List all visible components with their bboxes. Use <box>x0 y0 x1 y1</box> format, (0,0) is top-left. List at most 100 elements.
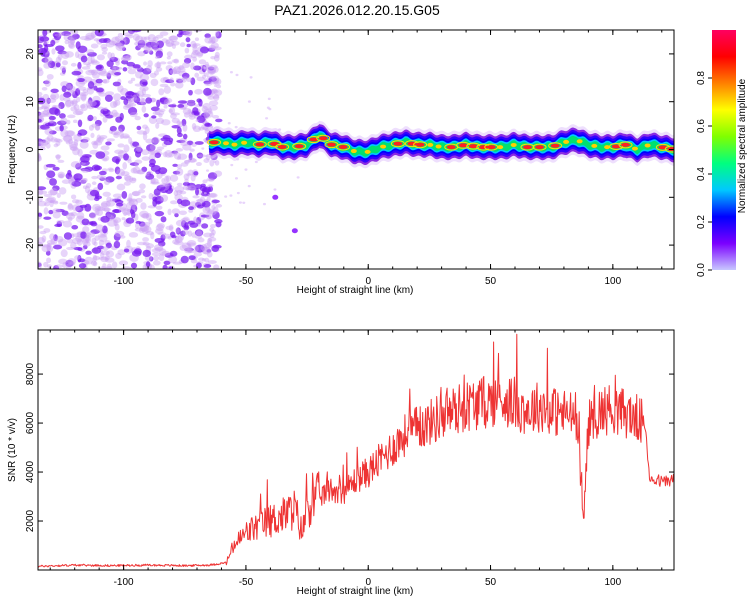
noise-blob <box>176 168 184 176</box>
noise-blob <box>98 38 108 44</box>
noise-blob <box>174 235 183 244</box>
noise-blob <box>92 141 99 149</box>
noise-blob <box>72 233 81 238</box>
colorbar-label: Normalized spectral amplitude <box>737 78 748 213</box>
noise-blob <box>127 80 133 84</box>
ridge-peak <box>510 142 517 147</box>
noise-blob <box>66 238 74 244</box>
noise-blob <box>194 88 203 95</box>
noise-blob <box>105 114 114 119</box>
noise-blob <box>135 35 144 44</box>
noise-blob <box>131 250 142 257</box>
noise-blob <box>162 264 168 269</box>
ridge-peak <box>407 141 417 146</box>
noise-blob <box>147 34 157 42</box>
noise-blob <box>55 264 64 269</box>
noise-blob <box>159 31 169 36</box>
noise-blob <box>134 227 144 232</box>
noise-blob <box>207 208 214 215</box>
noise-blob <box>156 146 165 150</box>
noise-blob <box>202 179 208 184</box>
noise-blob <box>176 126 182 135</box>
bottom-ytick-label: 4000 <box>25 460 36 483</box>
noise-blob <box>141 156 151 161</box>
noise-blob <box>65 82 74 91</box>
noise-blob <box>158 254 165 262</box>
noise-blob <box>157 108 166 113</box>
noise-blob <box>105 250 115 258</box>
noise-blob <box>198 59 207 65</box>
bottom-xtick-label: 50 <box>485 577 497 588</box>
noise-blob <box>212 114 220 119</box>
noise-blob <box>122 54 131 59</box>
noise-blob <box>153 188 161 196</box>
noise-blob <box>113 131 121 136</box>
noise-blob <box>65 83 72 89</box>
noise-blob <box>143 36 151 41</box>
noise-blob <box>57 171 66 178</box>
noise-scatter <box>203 66 207 70</box>
noise-blob <box>67 212 74 217</box>
noise-blob <box>175 148 184 152</box>
noise-blob <box>204 33 211 39</box>
noise-blob <box>123 32 134 37</box>
noise-blob <box>45 142 51 149</box>
page-title: PAZ1.2026.012.20.15.G05 <box>274 2 440 18</box>
ridge-peak <box>380 144 387 149</box>
noise-blob <box>38 44 43 49</box>
noise-blob <box>207 260 217 264</box>
noise-blob <box>93 100 101 107</box>
top-ytick-label: 10 <box>25 96 36 108</box>
noise-blob <box>47 243 52 247</box>
noise-blob <box>67 216 73 222</box>
noise-scatter <box>224 195 228 198</box>
noise-blob <box>91 181 97 186</box>
bottom-ylabel: SNR (10 * v/v) <box>7 418 18 482</box>
noise-blob <box>54 108 61 116</box>
noise-blob <box>142 249 151 258</box>
noise-blob <box>152 111 161 116</box>
top-ylabel: Frequency (Hz) <box>7 115 18 184</box>
noise-blob <box>174 185 185 193</box>
noise-blob <box>194 244 205 253</box>
noise-blob <box>55 56 62 64</box>
ridge-peak <box>350 149 357 154</box>
noise-blob <box>188 208 194 213</box>
noise-blob <box>176 78 184 84</box>
noise-blob <box>100 145 110 151</box>
noise-blob <box>188 89 193 96</box>
ridge-peak <box>326 142 336 147</box>
bottom-ytick-label: 2000 <box>25 509 36 532</box>
ridge-peak-halo <box>413 141 428 149</box>
noise-blob <box>44 128 53 136</box>
noise-blob <box>180 255 189 264</box>
noise-blob <box>173 152 181 160</box>
noise-blob <box>158 88 165 96</box>
noise-blob <box>100 215 110 223</box>
noise-blob <box>38 118 42 123</box>
ridge-peak <box>241 140 248 145</box>
noise-blob <box>171 117 180 124</box>
ridge-peak <box>604 145 611 150</box>
noise-blob <box>99 134 108 140</box>
noise-blob <box>83 62 91 66</box>
noise-blob <box>152 47 163 51</box>
noise-blob <box>204 122 213 127</box>
ridge-peak <box>550 143 560 148</box>
noise-blob <box>67 258 77 265</box>
noise-blob <box>211 46 222 51</box>
noise-blob <box>65 212 76 220</box>
noise-blob <box>154 62 162 69</box>
ridge-peak <box>478 145 488 150</box>
noise-blob <box>200 243 208 252</box>
noise-blob <box>111 65 117 74</box>
noise-blob <box>133 96 141 104</box>
noise-blob <box>79 140 89 149</box>
noise-blob <box>170 112 180 116</box>
noise-blob <box>165 42 174 48</box>
ridge-peak <box>458 143 468 148</box>
noise-blob <box>186 30 193 37</box>
noise-blob <box>209 232 215 238</box>
noise-blob <box>117 32 124 38</box>
snr-panel: -100 -50 0 50 100 2000 4000 6000 8000 Height of s… <box>7 329 675 597</box>
